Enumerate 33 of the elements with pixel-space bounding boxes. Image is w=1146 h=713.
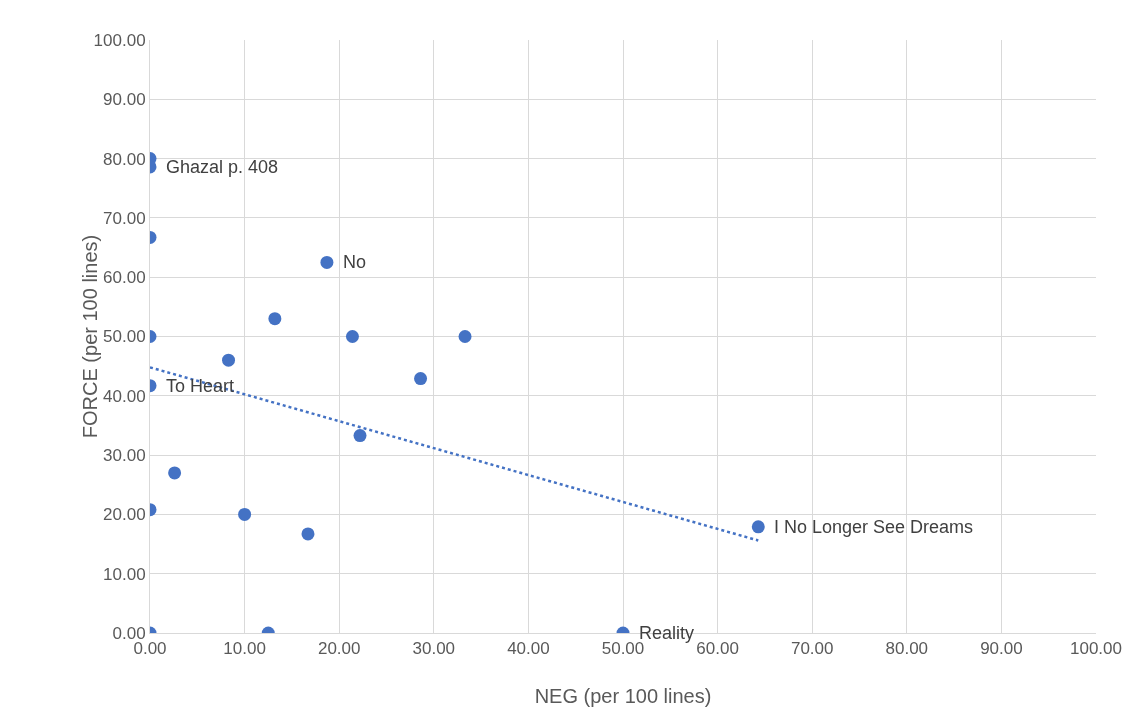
- point: [345, 330, 359, 343]
- y-tick-label: 50.00: [103, 327, 146, 347]
- y-axis-title: FORCE (per 100 lines): [79, 234, 102, 439]
- point: [222, 353, 236, 367]
- point: [353, 429, 367, 443]
- y-tick-label: 100.00: [93, 30, 146, 50]
- point: [238, 507, 252, 521]
- y-tick-label: 40.00: [103, 386, 146, 406]
- y-tick-label: 90.00: [103, 90, 146, 110]
- point: [301, 527, 315, 541]
- y-tick-label: 10.00: [103, 564, 146, 584]
- x-tick-label: 30.00: [412, 639, 456, 659]
- x-tick-label: 90.00: [980, 639, 1023, 659]
- y-tick-label: 70.00: [103, 208, 146, 228]
- x-tick-label: 10.00: [223, 639, 266, 659]
- x-tick-label: 80.00: [885, 639, 929, 659]
- x-tick-label: 100.00: [1070, 639, 1122, 659]
- point: [414, 372, 428, 386]
- x-axis-title: NEG (per 100 lines): [534, 685, 712, 707]
- x-tick-label: 60.00: [696, 639, 739, 659]
- point: [268, 312, 282, 326]
- x-tick-label: 20.00: [317, 639, 361, 659]
- y-tick-label: 20.00: [103, 505, 146, 525]
- annotation: Ghazal p. 408: [166, 157, 279, 177]
- y-tick-label: 30.00: [103, 446, 146, 466]
- point: [458, 330, 472, 343]
- annotation: No: [343, 252, 367, 272]
- y-tick-label: 80.00: [103, 149, 146, 169]
- y-tick-label: 60.00: [103, 268, 146, 288]
- point: [320, 255, 334, 269]
- x-tick-label: 70.00: [790, 639, 834, 659]
- x-tick-label: 40.00: [507, 639, 550, 659]
- annotation: I No Longer See Dreams: [774, 517, 974, 537]
